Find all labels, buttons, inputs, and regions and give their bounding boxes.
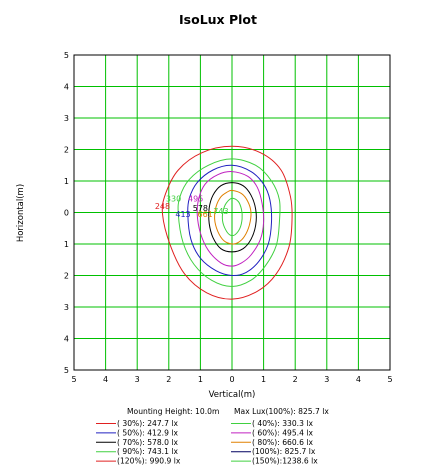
legend-entry: ( 40%): 330.3 lx xyxy=(252,419,313,428)
contour-line xyxy=(221,197,243,237)
legend-entry: ( 50%): 412.9 lx xyxy=(117,428,178,437)
y-tick-label: 3 xyxy=(64,114,69,123)
legend-entry: ( 70%): 578.0 lx xyxy=(117,438,178,447)
x-tick-label: 1 xyxy=(261,375,266,384)
x-tick-label: 2 xyxy=(166,375,171,384)
contour-line xyxy=(187,164,273,277)
x-tick-label: 5 xyxy=(387,375,392,384)
x-axis-label: Vertical(m) xyxy=(209,390,256,400)
legend-entry: (120%): 990.9 lx xyxy=(117,457,181,466)
contour-line xyxy=(161,145,293,300)
contour-label: 330 xyxy=(166,194,181,203)
contour-line xyxy=(214,189,252,245)
contour-label: 495 xyxy=(188,194,203,203)
legend-entry: ( 30%): 247.7 lx xyxy=(117,419,178,428)
x-tick-label: 2 xyxy=(293,375,298,384)
legend-entry: ( 60%): 495.4 lx xyxy=(252,428,313,437)
y-tick-label: 4 xyxy=(64,335,69,344)
contour-label: 413 xyxy=(175,210,190,219)
contour-label: 578 xyxy=(193,204,208,213)
chart-title: IsoLux Plot xyxy=(179,12,257,27)
y-tick-label: 0 xyxy=(64,209,69,218)
contour-label: 743 xyxy=(213,207,228,216)
x-tick-label: 3 xyxy=(135,375,140,384)
y-tick-label: 4 xyxy=(64,83,69,92)
legend-entry: ( 90%): 743.1 lx xyxy=(117,447,178,456)
x-tick-label: 0 xyxy=(229,375,234,384)
isolux-contours xyxy=(161,145,293,300)
legend: ( 30%): 247.7 lx ( 40%): 330.3 lx ( 50%): … xyxy=(96,419,318,466)
contour-label: 248 xyxy=(155,202,170,211)
y-axis-ticks: 5 4 3 2 1 0 1 2 3 4 5 xyxy=(64,51,69,375)
y-tick-label: 5 xyxy=(64,51,69,60)
x-tick-label: 1 xyxy=(198,375,203,384)
plot-frame xyxy=(73,54,391,371)
contour-line xyxy=(177,158,281,288)
legend-entry: (150%):1238.6 lx xyxy=(252,457,318,466)
x-tick-label: 4 xyxy=(356,375,361,384)
y-axis-label: Horizontal(m) xyxy=(16,184,26,242)
y-tick-label: 2 xyxy=(64,272,69,281)
legend-entry: ( 80%): 660.6 lx xyxy=(252,438,313,447)
contour-line xyxy=(208,182,257,253)
grid-lines xyxy=(73,54,391,371)
y-tick-label: 5 xyxy=(64,366,69,375)
y-tick-label: 1 xyxy=(64,240,69,249)
x-tick-label: 5 xyxy=(71,375,76,384)
x-axis-ticks: 5 4 3 2 1 0 1 2 3 4 5 xyxy=(71,375,392,384)
y-tick-label: 3 xyxy=(64,303,69,312)
max-lux: Max Lux(100%): 825.7 lx xyxy=(234,407,329,416)
y-tick-label: 1 xyxy=(64,177,69,186)
x-tick-label: 4 xyxy=(103,375,108,384)
y-tick-label: 2 xyxy=(64,146,69,155)
mounting-height: Mounting Height: 10.0m xyxy=(127,407,219,416)
contour-line xyxy=(196,171,265,267)
contour-label: 661 xyxy=(197,210,212,219)
x-tick-label: 3 xyxy=(324,375,329,384)
legend-entry: (100%): 825.7 lx xyxy=(252,447,316,456)
